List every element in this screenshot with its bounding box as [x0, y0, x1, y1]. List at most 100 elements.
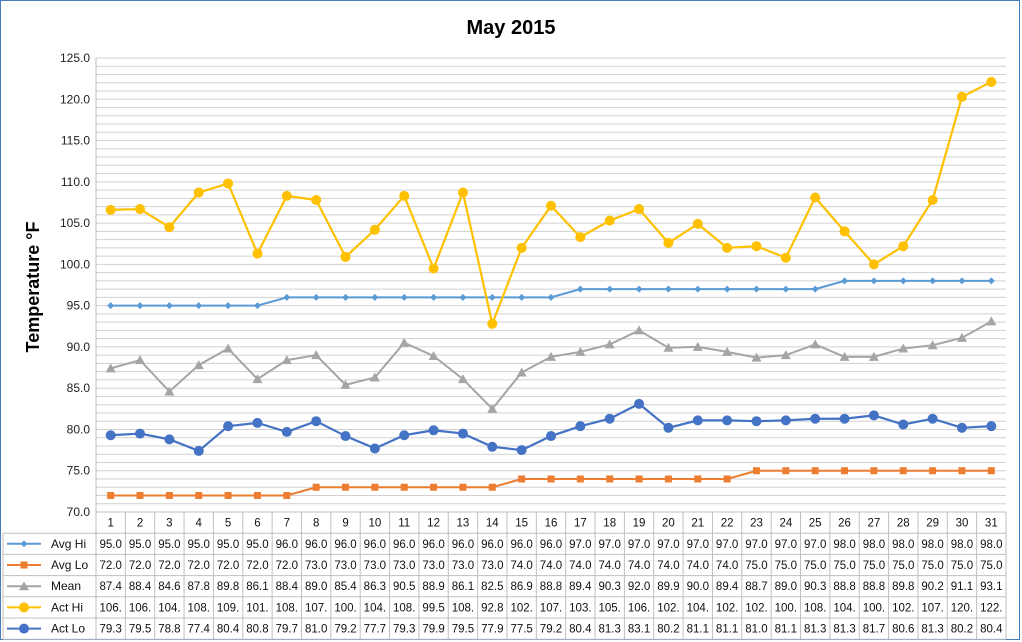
table-cell: 79.3: [393, 624, 415, 636]
data-point: [723, 285, 731, 293]
data-point: [399, 430, 410, 441]
y-axis-label: Temperature °F: [23, 222, 43, 353]
data-point: [369, 224, 380, 235]
table-cell: 74.0: [628, 560, 650, 572]
x-tick-label: 27: [868, 518, 881, 530]
data-point: [195, 302, 203, 310]
data-point: [135, 204, 146, 215]
table-cell: 72.0: [99, 560, 121, 572]
x-tick-label: 6: [254, 518, 260, 530]
data-point: [752, 467, 760, 475]
data-point: [868, 259, 879, 270]
data-point: [751, 352, 762, 362]
data-point: [663, 237, 674, 248]
data-point: [898, 419, 909, 430]
data-point: [340, 431, 351, 442]
x-tick-label: 24: [779, 518, 792, 530]
table-cell: 102.: [745, 602, 767, 614]
table-cell: 108.: [452, 602, 474, 614]
data-point: [487, 441, 498, 452]
data-point: [399, 190, 410, 201]
data-point: [604, 215, 615, 226]
data-point: [342, 293, 350, 301]
y-tick-label: 70.0: [67, 505, 91, 519]
x-tick-label: 31: [985, 518, 998, 530]
table-cell: 89.9: [657, 581, 679, 593]
y-tick-label: 120.0: [60, 92, 90, 106]
data-point: [430, 483, 438, 491]
series-line: [110, 279, 992, 307]
x-tick-label: 8: [313, 518, 319, 530]
data-point: [956, 332, 967, 342]
x-tick-label: 30: [956, 518, 969, 530]
data-point: [430, 293, 438, 301]
data-point: [371, 293, 379, 301]
data-point: [547, 293, 555, 301]
table-cell: 89.0: [775, 581, 797, 593]
data-point: [105, 204, 116, 215]
x-tick-label: 18: [603, 518, 616, 530]
data-point: [311, 194, 322, 205]
x-tick-label: 9: [342, 518, 348, 530]
legend-label: Avg Lo: [51, 558, 88, 572]
x-tick-label: 29: [926, 518, 939, 530]
table-cell: 75.0: [745, 560, 767, 572]
x-tick-label: 1: [107, 518, 113, 530]
table-cell: 88.7: [745, 581, 767, 593]
data-point: [193, 445, 204, 456]
data-point: [692, 415, 703, 426]
data-point: [516, 445, 527, 456]
table-cell: 74.0: [540, 560, 562, 572]
x-tick-label: 23: [750, 518, 763, 530]
data-point: [780, 252, 791, 263]
y-tick-label: 80.0: [67, 422, 91, 436]
data-point: [723, 475, 731, 483]
legend-label: Avg Hi: [51, 537, 86, 551]
table-cell: 102.: [510, 602, 532, 614]
data-point: [694, 475, 702, 483]
data-point: [342, 483, 350, 491]
data-point: [107, 491, 115, 499]
legend-key-marker: [19, 602, 29, 613]
table-cell: 72.0: [158, 560, 180, 572]
data-point: [164, 386, 175, 396]
table-cell: 75.0: [980, 560, 1002, 572]
x-tick-label: 16: [545, 518, 558, 530]
table-cell: 106.: [628, 602, 650, 614]
data-point: [898, 343, 909, 353]
data-point: [751, 241, 762, 252]
data-point: [252, 248, 263, 259]
x-tick-label: 7: [284, 518, 290, 530]
data-point: [841, 467, 849, 475]
data-point: [252, 417, 263, 428]
x-tick-label: 15: [515, 518, 528, 530]
table-cell: 80.2: [657, 624, 679, 636]
data-point: [400, 293, 408, 301]
data-point: [634, 325, 645, 335]
data-point: [547, 475, 555, 483]
data-point: [312, 293, 320, 301]
table-cell: 102.: [892, 602, 914, 614]
data-point: [340, 251, 351, 262]
data-point: [312, 483, 320, 491]
data-point: [899, 467, 907, 475]
table-cell: 81.3: [833, 624, 855, 636]
table-cell: 104.: [158, 602, 180, 614]
table-cell: 73.0: [393, 560, 415, 572]
data-point: [782, 285, 790, 293]
table-cell: 87.4: [99, 581, 122, 593]
table-cell: 72.0: [276, 560, 298, 572]
gridlines: [95, 57, 1006, 513]
data-point: [722, 242, 733, 253]
table-cell: 107.: [921, 602, 943, 614]
table-cell: 96.0: [305, 539, 327, 551]
data-point: [958, 467, 966, 475]
data-point: [223, 343, 234, 353]
series-avg-lo: [107, 467, 995, 499]
table-cell: 92.0: [628, 581, 650, 593]
data-point: [193, 360, 204, 370]
table-cell: 74.0: [716, 560, 738, 572]
table-cell: 83.1: [628, 624, 650, 636]
table-cell: 88.8: [833, 581, 855, 593]
